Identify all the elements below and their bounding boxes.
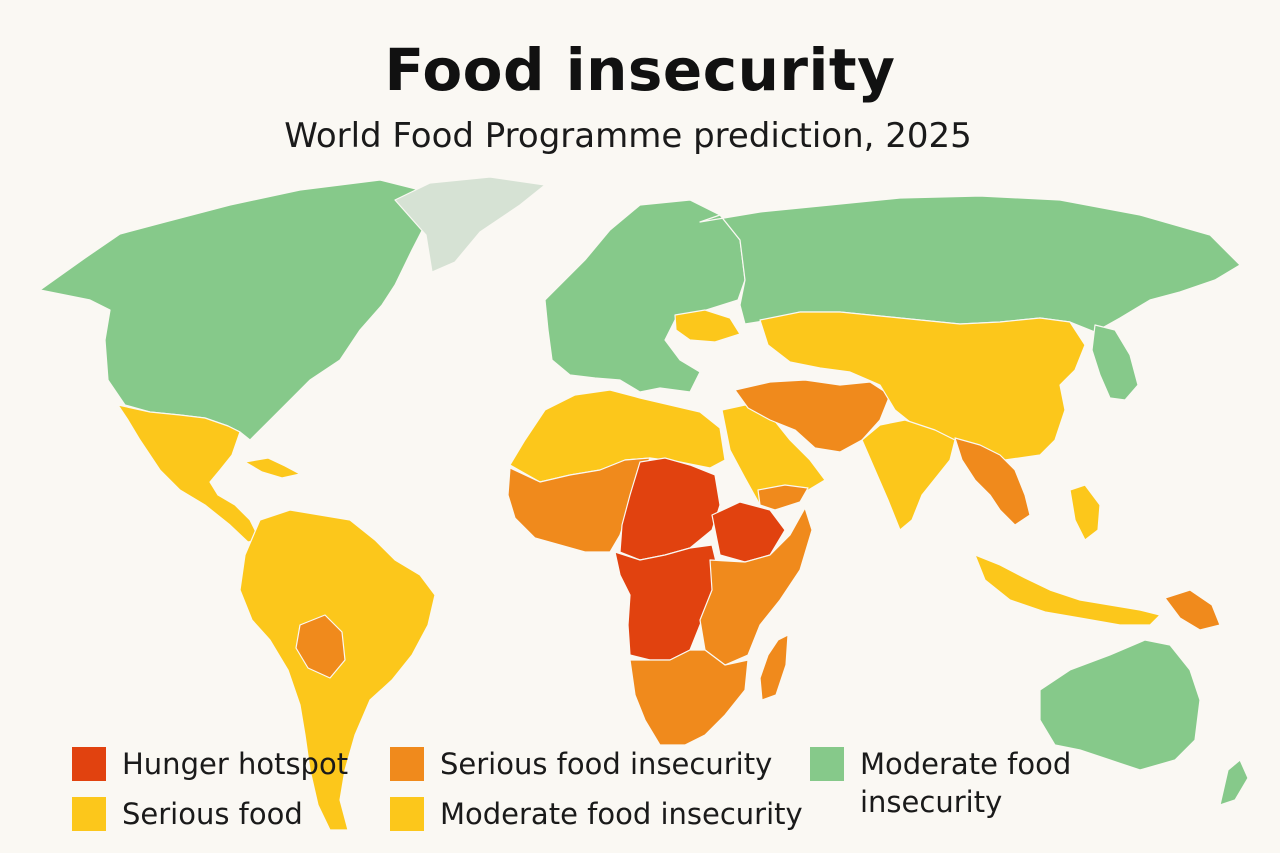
madagascar <box>759 634 789 701</box>
russia <box>699 195 1241 333</box>
legend-item-moderate-green: Moderate food insecurity <box>810 745 1090 821</box>
ethiopia <box>711 501 786 563</box>
legend-swatch-serious <box>390 747 424 781</box>
central-africa <box>614 544 719 661</box>
legend-item-serious: Serious food insecurity <box>390 745 772 783</box>
legend-item-moderate-yellow: Moderate food insecurity <box>390 795 803 833</box>
iran-afghanistan-pakistan <box>734 379 891 453</box>
legend-item-hunger-hotspot: Hunger hotspot <box>72 745 348 783</box>
legend-item-serious-yellow: Serious food <box>72 795 303 833</box>
caribbean <box>244 457 301 479</box>
central-asia-china <box>759 311 1086 461</box>
south-america <box>239 509 436 831</box>
legend-swatch-moderate-yellow <box>390 797 424 831</box>
indonesia <box>974 554 1161 626</box>
europe <box>544 199 746 393</box>
legend-swatch-serious-yellow <box>72 797 106 831</box>
map-subtitle: World Food Programme prediction, 2025 <box>284 116 972 156</box>
legend-swatch-moderate-green <box>810 747 844 781</box>
greenland <box>394 176 546 273</box>
myanmar-indochina <box>954 437 1031 526</box>
philippines <box>1069 484 1101 541</box>
bolivia <box>295 614 346 679</box>
ukraine <box>674 309 741 343</box>
north-america <box>39 179 431 441</box>
japan-korea <box>1091 324 1139 401</box>
legend-label-serious-yellow: Serious food <box>122 797 303 831</box>
yemen <box>757 484 809 511</box>
india <box>861 419 956 531</box>
legend-label-serious: Serious food insecurity <box>440 747 773 781</box>
legend-label-hunger-hotspot: Hunger hotspot <box>122 747 349 781</box>
legend-label-moderate-yellow: Moderate food insecurity <box>440 797 803 831</box>
map-title: Food insecurity <box>384 36 896 104</box>
legend-label-moderate-green: Moderate food insecurity <box>860 747 1072 819</box>
southern-africa <box>629 649 749 746</box>
papua-new-guinea <box>1164 589 1221 631</box>
australia <box>1039 639 1201 771</box>
mexico-central-america <box>117 404 261 543</box>
east-africa <box>699 507 813 666</box>
legend-swatch-hunger-hotspot <box>72 747 106 781</box>
new-zealand <box>1219 759 1249 806</box>
